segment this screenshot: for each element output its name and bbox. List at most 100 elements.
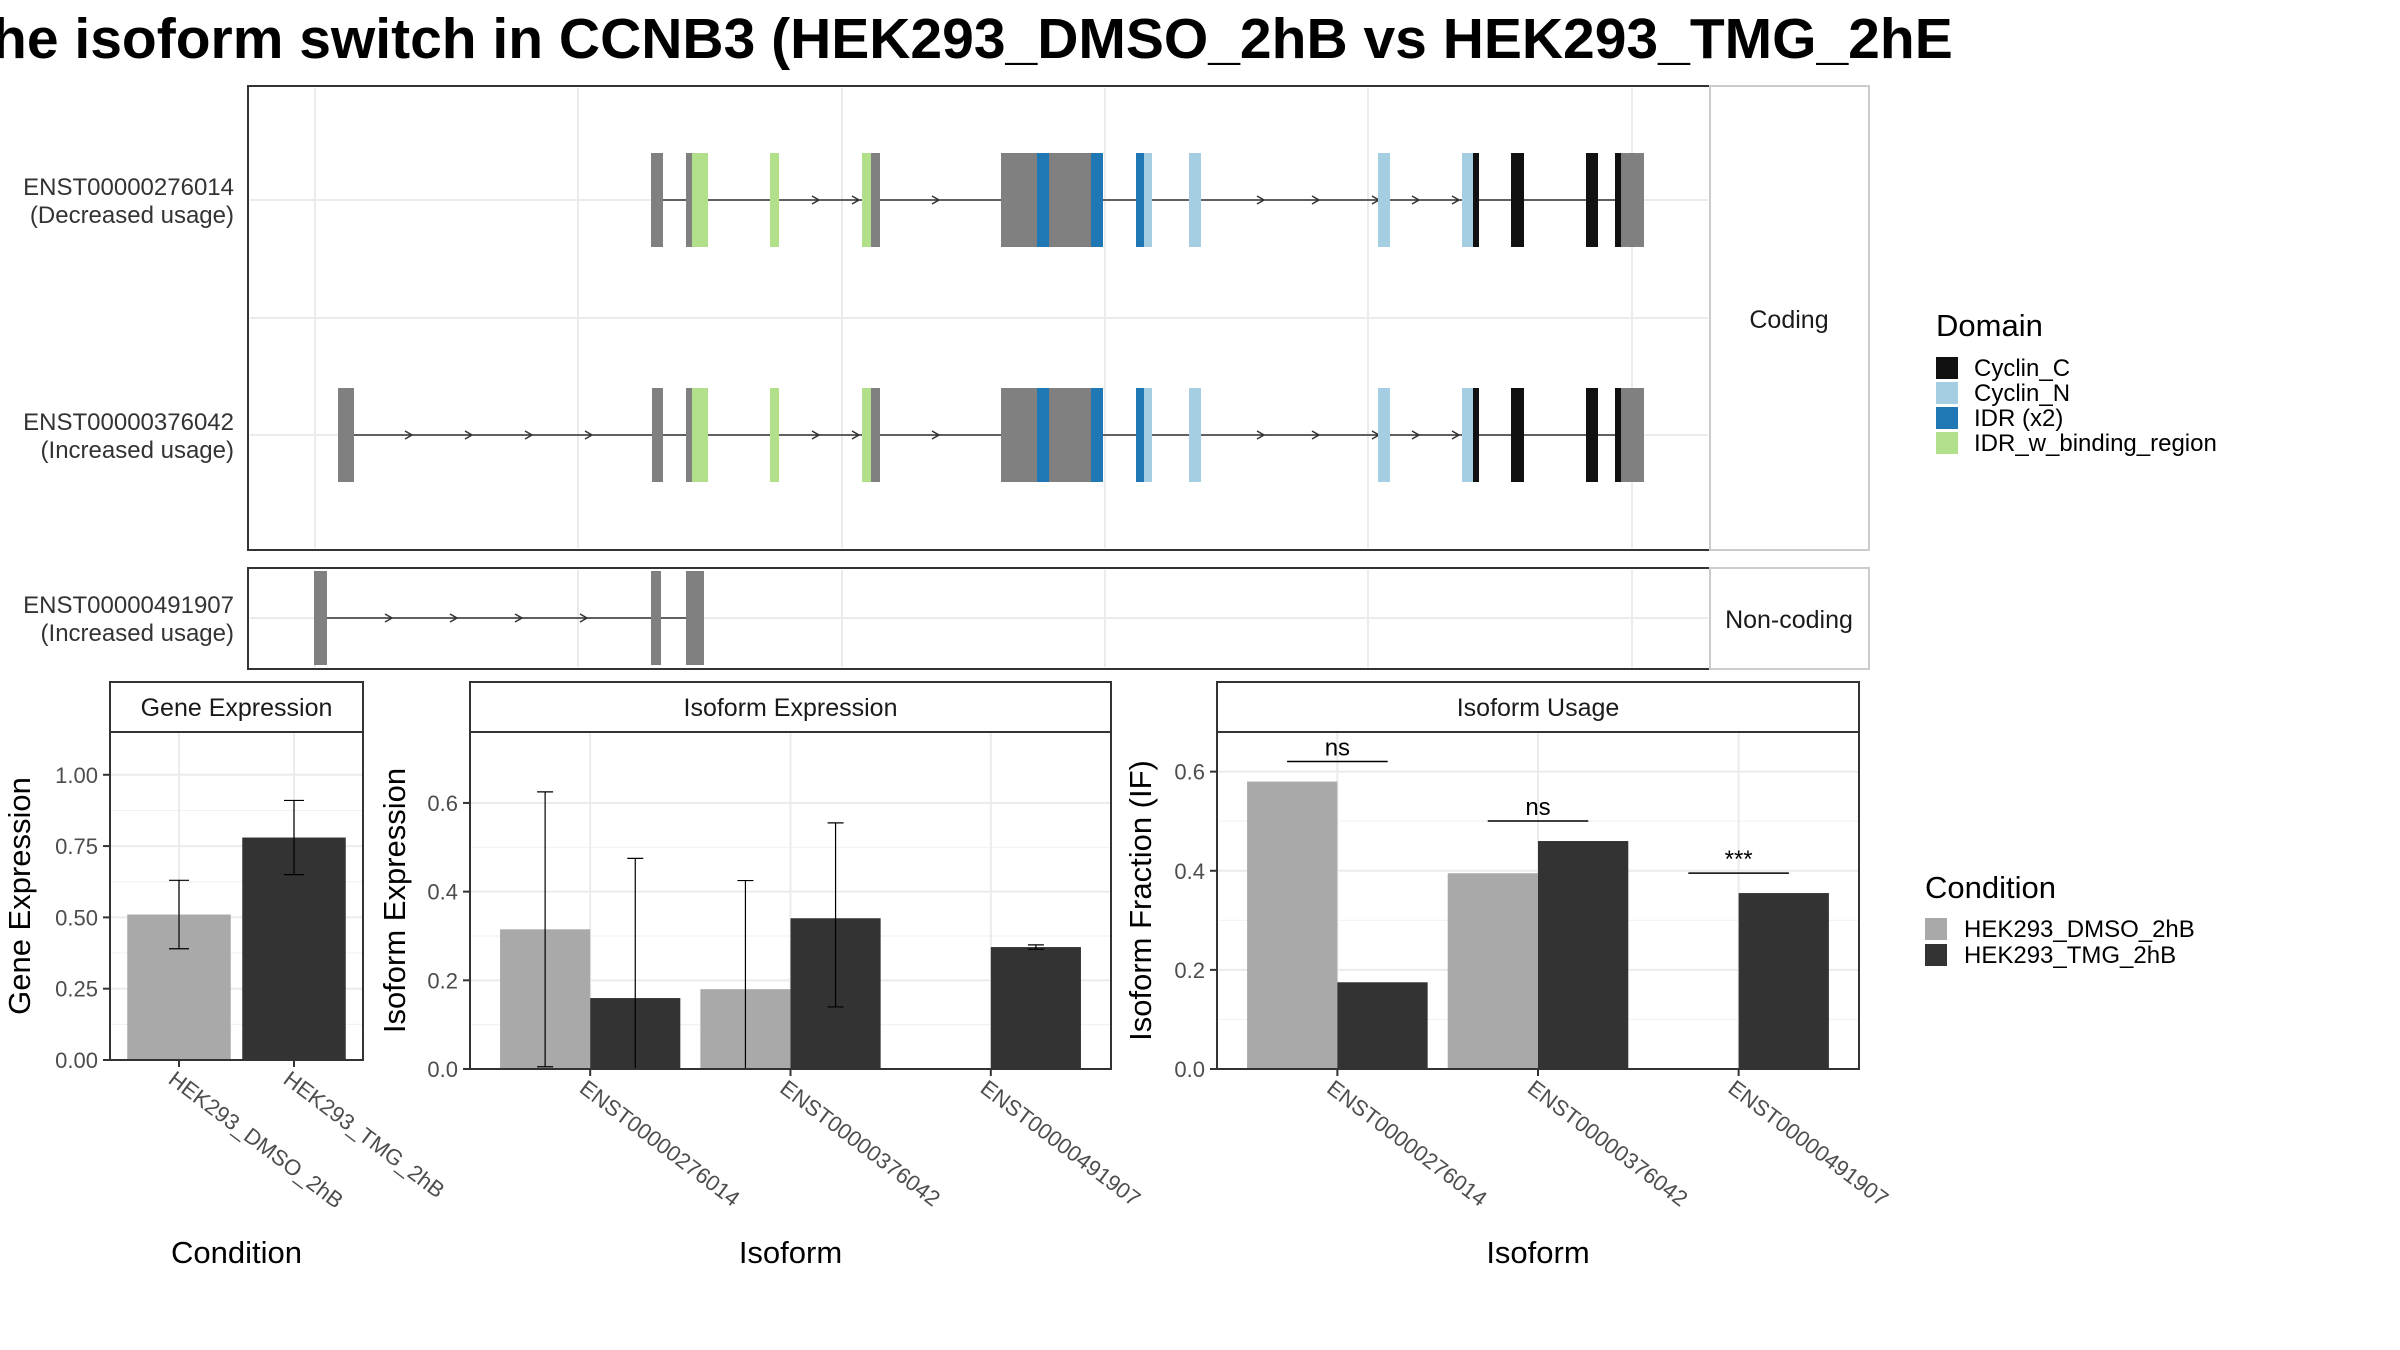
domain-idr-binding [862, 153, 871, 247]
x-tick-label: ENST00000276014 [1322, 1075, 1491, 1211]
exon [871, 153, 880, 247]
panel-strip [1216, 681, 1860, 733]
domain-idr [1037, 153, 1049, 247]
domain-legend-label: Cyclin_C [1974, 355, 2070, 382]
condition-legend-label: HEK293_DMSO_2hB [1964, 916, 2195, 943]
significance-label: *** [1725, 846, 1753, 873]
x-tick-label: ENST00000491907 [976, 1075, 1145, 1211]
transcript-usage-label: (Increased usage) [41, 620, 234, 647]
isoform-expression-panel: Isoform Expression 0.0 0.2 0.4 0.6 ENST000002… [377, 681, 1145, 1270]
x-tick-label: ENST00000376042 [775, 1075, 944, 1211]
panel-border [109, 731, 364, 1061]
x-axis-title: Isoform [739, 1235, 842, 1270]
strand-arrow [514, 613, 524, 623]
legend-key [1925, 944, 1947, 966]
domain-idr-binding [692, 153, 708, 247]
bar [1538, 841, 1629, 1069]
gene-structure-panel: Coding Non-coding ENST00000276014(Decrease… [23, 85, 1870, 670]
strand-arrow [1451, 430, 1461, 440]
strand-arrow [449, 613, 459, 623]
legend-key [1936, 382, 1958, 404]
transcript-usage-label: (Decreased usage) [30, 202, 234, 229]
exon [1049, 388, 1091, 482]
utr-exon [686, 153, 692, 247]
strand-arrow [811, 430, 821, 440]
significance-label: ns [1525, 794, 1550, 821]
domain-idr [1091, 153, 1103, 247]
strand-arrow [1256, 430, 1266, 440]
strand-arrow [1411, 195, 1421, 205]
strand-arrow [584, 430, 594, 440]
y-tick-label: 0.4 [427, 880, 458, 905]
strand-arrow [851, 195, 861, 205]
legend-key [1936, 432, 1958, 454]
x-tick-label: ENST00000491907 [1724, 1075, 1893, 1211]
bar [990, 947, 1081, 1069]
y-axis-title: Isoform Expression [377, 768, 412, 1033]
y-tick-label: 0.0 [427, 1057, 458, 1082]
domain-cyclin-c [1511, 153, 1524, 247]
y-tick-label: 0.50 [55, 905, 98, 930]
domain-legend-title: Domain [1936, 308, 2043, 343]
strand-arrow [851, 430, 861, 440]
legend-key [1925, 918, 1947, 940]
y-tick-label: 0.00 [55, 1048, 98, 1073]
domain-cyclin-n [1144, 153, 1152, 247]
domain-cyclin-c [1473, 388, 1479, 482]
domain-cyclin-c [1586, 388, 1598, 482]
y-tick-label: 0.4 [1174, 859, 1205, 884]
domain-cyclin-c [1473, 153, 1479, 247]
facet-strip [1709, 85, 1870, 551]
legend-key [1936, 407, 1958, 429]
domain-cyclin-n [1144, 388, 1152, 482]
strand-arrow [579, 613, 589, 623]
domain-idr-binding [770, 153, 779, 247]
y-tick-label: 0.75 [55, 834, 98, 859]
domain-cyclin-n [1462, 388, 1473, 482]
condition-legend-label: HEK293_TMG_2hB [1964, 942, 2176, 969]
transcript-id-label: ENST00000276014 [23, 174, 234, 201]
strand-arrow [811, 195, 821, 205]
bar [1738, 893, 1829, 1069]
y-tick-label: 0.6 [1174, 760, 1205, 785]
domain-cyclin-c [1586, 153, 1598, 247]
isoform-usage-panel: Isoform Usage ns ns *** 0.0 0.2 0.4 0.6 ENST0000… [1123, 681, 1893, 1270]
exon [1001, 388, 1037, 482]
transcript-usage-label: (Increased usage) [41, 437, 234, 464]
domain-cyclin-n [1189, 388, 1201, 482]
strand-arrow [404, 430, 414, 440]
y-tick-label: 0.2 [1174, 958, 1205, 983]
facet-label-coding: Coding [1749, 306, 1828, 334]
bar [1447, 873, 1538, 1069]
domain-idr-binding [770, 388, 779, 482]
legend-key [1936, 357, 1958, 379]
domain-legend-label: IDR_w_binding_region [1974, 430, 2217, 457]
domain-cyclin-c [1615, 153, 1621, 247]
utr-exon [1630, 388, 1644, 482]
utr-exon [1630, 153, 1644, 247]
domain-cyclin-n [1189, 153, 1201, 247]
panel-title: Isoform Expression [684, 694, 898, 722]
utr-exon [652, 388, 663, 482]
exon [871, 388, 880, 482]
x-tick-label: ENST00000376042 [1523, 1075, 1692, 1211]
x-tick-label: ENST00000276014 [575, 1075, 744, 1211]
y-tick-label: 0.0 [1174, 1057, 1205, 1082]
exon [1049, 153, 1091, 247]
strand-arrow [931, 430, 941, 440]
panel-title: Gene Expression [141, 694, 333, 722]
facet-strip [1709, 567, 1870, 670]
domain-idr [1136, 388, 1144, 482]
bar [1337, 982, 1428, 1069]
domain-cyclin-c [1615, 388, 1621, 482]
domain-cyclin-n [1462, 153, 1473, 247]
y-axis-title: Isoform Fraction (IF) [1123, 760, 1158, 1041]
exon [651, 571, 661, 665]
exon [686, 571, 704, 665]
y-tick-label: 0.6 [427, 791, 458, 816]
facet-label-noncoding: Non-coding [1725, 606, 1853, 634]
strand-arrow [1256, 195, 1266, 205]
y-tick-label: 1.00 [55, 763, 98, 788]
bar [1247, 781, 1338, 1069]
